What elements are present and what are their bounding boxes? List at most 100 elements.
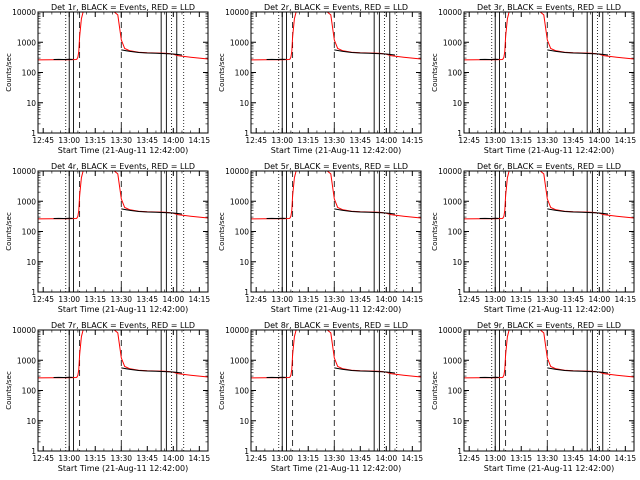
x-tick-label: 13:15: [84, 295, 106, 304]
x-tick-label: 12:45: [32, 454, 54, 463]
x-tick-label: 13:30: [536, 136, 558, 145]
x-tick-label: 14:00: [375, 454, 397, 463]
y-tick-label: 1: [244, 288, 249, 297]
y-tick-label: 100: [235, 387, 250, 396]
events-series-line: [547, 367, 609, 374]
y-tick-label: 10: [239, 99, 249, 108]
x-tick-label: 13:45: [562, 295, 584, 304]
y-axis-label: Counts/sec: [218, 53, 226, 92]
plot-frame: [37, 170, 209, 293]
y-tick-label: 10000: [225, 167, 249, 176]
y-tick-label: 1: [31, 288, 36, 297]
y-axis-label: Counts/sec: [218, 212, 226, 251]
x-tick-label: 14:15: [615, 454, 637, 463]
x-tick-label: 13:30: [323, 454, 345, 463]
x-tick-label: 14:00: [588, 454, 610, 463]
y-tick-label: 1: [244, 129, 249, 138]
x-tick-label: 12:45: [458, 136, 480, 145]
panel-title: Det 4r, BLACK = Events, RED = LLD: [51, 162, 195, 171]
panel-title: Det 9r, BLACK = Events, RED = LLD: [477, 321, 621, 330]
lld-series-line: [38, 171, 208, 220]
y-tick-label: 1: [457, 447, 462, 456]
y-tick-label: 1000: [230, 356, 249, 365]
events-series-line: [121, 208, 183, 215]
x-tick-label: 14:15: [189, 454, 211, 463]
x-tick-label: 12:45: [245, 136, 267, 145]
panel-det-8: 1 10 100 1000 10000 12:45 13:00 13:15 13:30 13:45…: [218, 321, 423, 473]
y-tick-label: 100: [22, 228, 37, 237]
y-tick-label: 100: [448, 69, 463, 78]
x-tick-label: 13:30: [110, 136, 132, 145]
x-tick-label: 14:00: [162, 454, 184, 463]
series-group: [38, 330, 208, 379]
panel-det-4: 1 10 100 1000 10000 12:45 13:00 13:15 13:30 13:45…: [5, 162, 210, 314]
series-group: [251, 171, 421, 220]
panel-det-6: 1 10 100 1000 10000 12:45 13:00 13:15 13:30 13:45…: [431, 162, 636, 314]
events-series-line: [334, 367, 396, 374]
y-tick-label: 1000: [230, 197, 249, 206]
y-axis-label: Counts/sec: [431, 371, 439, 410]
x-tick-label: 12:45: [32, 295, 54, 304]
x-tick-label: 14:15: [402, 295, 424, 304]
x-tick-label: 14:00: [588, 136, 610, 145]
x-tick-label: 14:15: [189, 136, 211, 145]
series-group: [38, 12, 208, 61]
plot-frame: [250, 170, 422, 293]
y-tick-label: 10: [452, 99, 462, 108]
y-tick-label: 100: [22, 69, 37, 78]
x-tick-label: 13:45: [562, 454, 584, 463]
x-tick-label: 13:00: [58, 295, 80, 304]
x-tick-label: 14:15: [402, 136, 424, 145]
lld-series-line: [251, 330, 421, 379]
x-tick-label: 13:15: [297, 454, 319, 463]
x-tick-label: 12:45: [458, 454, 480, 463]
events-series-line: [334, 208, 396, 215]
panel-title: Det 2r, BLACK = Events, RED = LLD: [264, 3, 408, 12]
events-series-line: [547, 49, 609, 56]
y-tick-label: 10000: [225, 326, 249, 335]
x-tick-label: 13:45: [562, 136, 584, 145]
plot-frame: [463, 170, 635, 293]
x-axis-label: Start Time (21-Aug-11 12:42:00): [58, 464, 189, 473]
y-axis-label: Counts/sec: [5, 212, 13, 251]
panel-det-9: 1 10 100 1000 10000 12:45 13:00 13:15 13:30 13:45…: [431, 321, 636, 473]
y-tick-label: 1000: [230, 38, 249, 47]
x-tick-label: 13:00: [484, 454, 506, 463]
y-tick-label: 1000: [443, 38, 462, 47]
y-axis-label: Counts/sec: [431, 53, 439, 92]
plot-frame: [37, 329, 209, 452]
x-tick-label: 13:30: [536, 295, 558, 304]
y-tick-label: 100: [448, 387, 463, 396]
x-axis-label: Start Time (21-Aug-11 12:42:00): [484, 305, 615, 314]
y-tick-label: 1000: [17, 38, 36, 47]
x-axis-label: Start Time (21-Aug-11 12:42:00): [58, 146, 189, 155]
x-tick-label: 13:15: [510, 295, 532, 304]
lld-series-line: [464, 171, 634, 220]
x-tick-label: 14:15: [615, 136, 637, 145]
x-tick-label: 13:15: [297, 136, 319, 145]
x-tick-label: 13:30: [110, 295, 132, 304]
y-tick-label: 100: [235, 228, 250, 237]
lld-series-line: [464, 12, 634, 61]
series-group: [464, 330, 634, 379]
panel-title: Det 6r, BLACK = Events, RED = LLD: [477, 162, 621, 171]
series-group: [464, 12, 634, 61]
x-tick-label: 14:00: [588, 295, 610, 304]
y-axis-label: Counts/sec: [431, 212, 439, 251]
lld-series-line: [251, 12, 421, 61]
x-tick-label: 13:15: [297, 295, 319, 304]
y-tick-label: 10000: [438, 8, 462, 17]
y-tick-label: 10000: [438, 167, 462, 176]
lld-series-line: [251, 171, 421, 220]
events-series-line: [547, 208, 609, 215]
y-tick-label: 1000: [443, 356, 462, 365]
y-axis-label: Counts/sec: [218, 371, 226, 410]
series-group: [251, 12, 421, 61]
y-tick-label: 1000: [17, 197, 36, 206]
y-tick-label: 10000: [12, 8, 36, 17]
x-tick-label: 12:45: [32, 136, 54, 145]
x-tick-label: 12:45: [458, 295, 480, 304]
y-tick-label: 100: [22, 387, 37, 396]
x-tick-label: 13:45: [349, 136, 371, 145]
panel-det-2: 1 10 100 1000 10000 12:45 13:00 13:15 13:30 13:45…: [218, 3, 423, 155]
